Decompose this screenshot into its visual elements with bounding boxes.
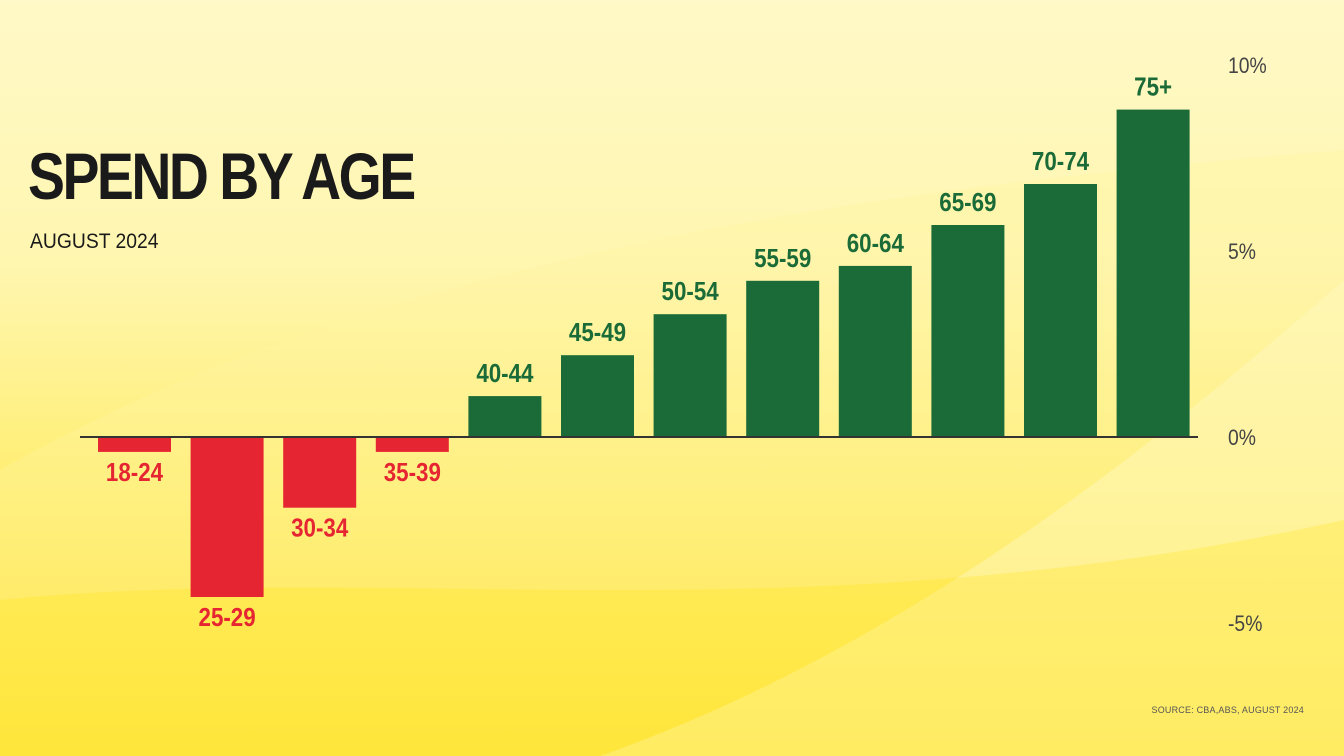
source-note: SOURCE: CBA,ABS, AUGUST 2024 [1151, 705, 1304, 715]
bar-label-60-64: 60-64 [847, 229, 905, 258]
y-tick-label: 10% [1228, 54, 1267, 78]
page-title: SPEND BY AGE [28, 139, 416, 213]
y-tick-label: -5% [1228, 612, 1262, 636]
bar-35-39 [375, 437, 449, 452]
bar-label-25-29: 25-29 [199, 603, 256, 632]
page-subtitle: AUGUST 2024 [30, 230, 159, 253]
bar-30-34 [283, 437, 357, 508]
bar-label-40-44: 40-44 [476, 360, 534, 389]
bar-25-29 [190, 437, 264, 597]
bar-label-35-39: 35-39 [384, 458, 441, 487]
bar-label-30-34: 30-34 [291, 514, 349, 543]
bar-label-75+: 75+ [1134, 73, 1172, 102]
bar-label-45-49: 45-49 [569, 319, 626, 348]
y-tick-label: 0% [1228, 426, 1256, 450]
bar-60-64 [838, 265, 912, 437]
bar-label-18-24: 18-24 [106, 458, 164, 487]
bar-18-24 [98, 437, 171, 452]
bar-50-54 [653, 314, 727, 437]
bar-label-70-74: 70-74 [1032, 147, 1090, 176]
y-tick-label: 5% [1228, 240, 1256, 264]
bar-label-50-54: 50-54 [662, 278, 720, 307]
bar-labels-group: 18-24 25-29 30-34 35-39 40-44 45-49 50-54 55-59… [106, 73, 1172, 632]
bar-75+ [1116, 109, 1190, 437]
bar-45-49 [561, 355, 634, 437]
bars-group [98, 109, 1190, 597]
bar-label-55-59: 55-59 [754, 244, 811, 273]
bar-65-69 [931, 225, 1005, 437]
y-axis-ticks-group: 10% 5% 0% -5% [1228, 54, 1267, 636]
bar-55-59 [746, 280, 820, 437]
bar-label-65-69: 65-69 [939, 188, 996, 217]
bar-40-44 [468, 396, 542, 437]
bar-70-74 [1024, 184, 1097, 437]
